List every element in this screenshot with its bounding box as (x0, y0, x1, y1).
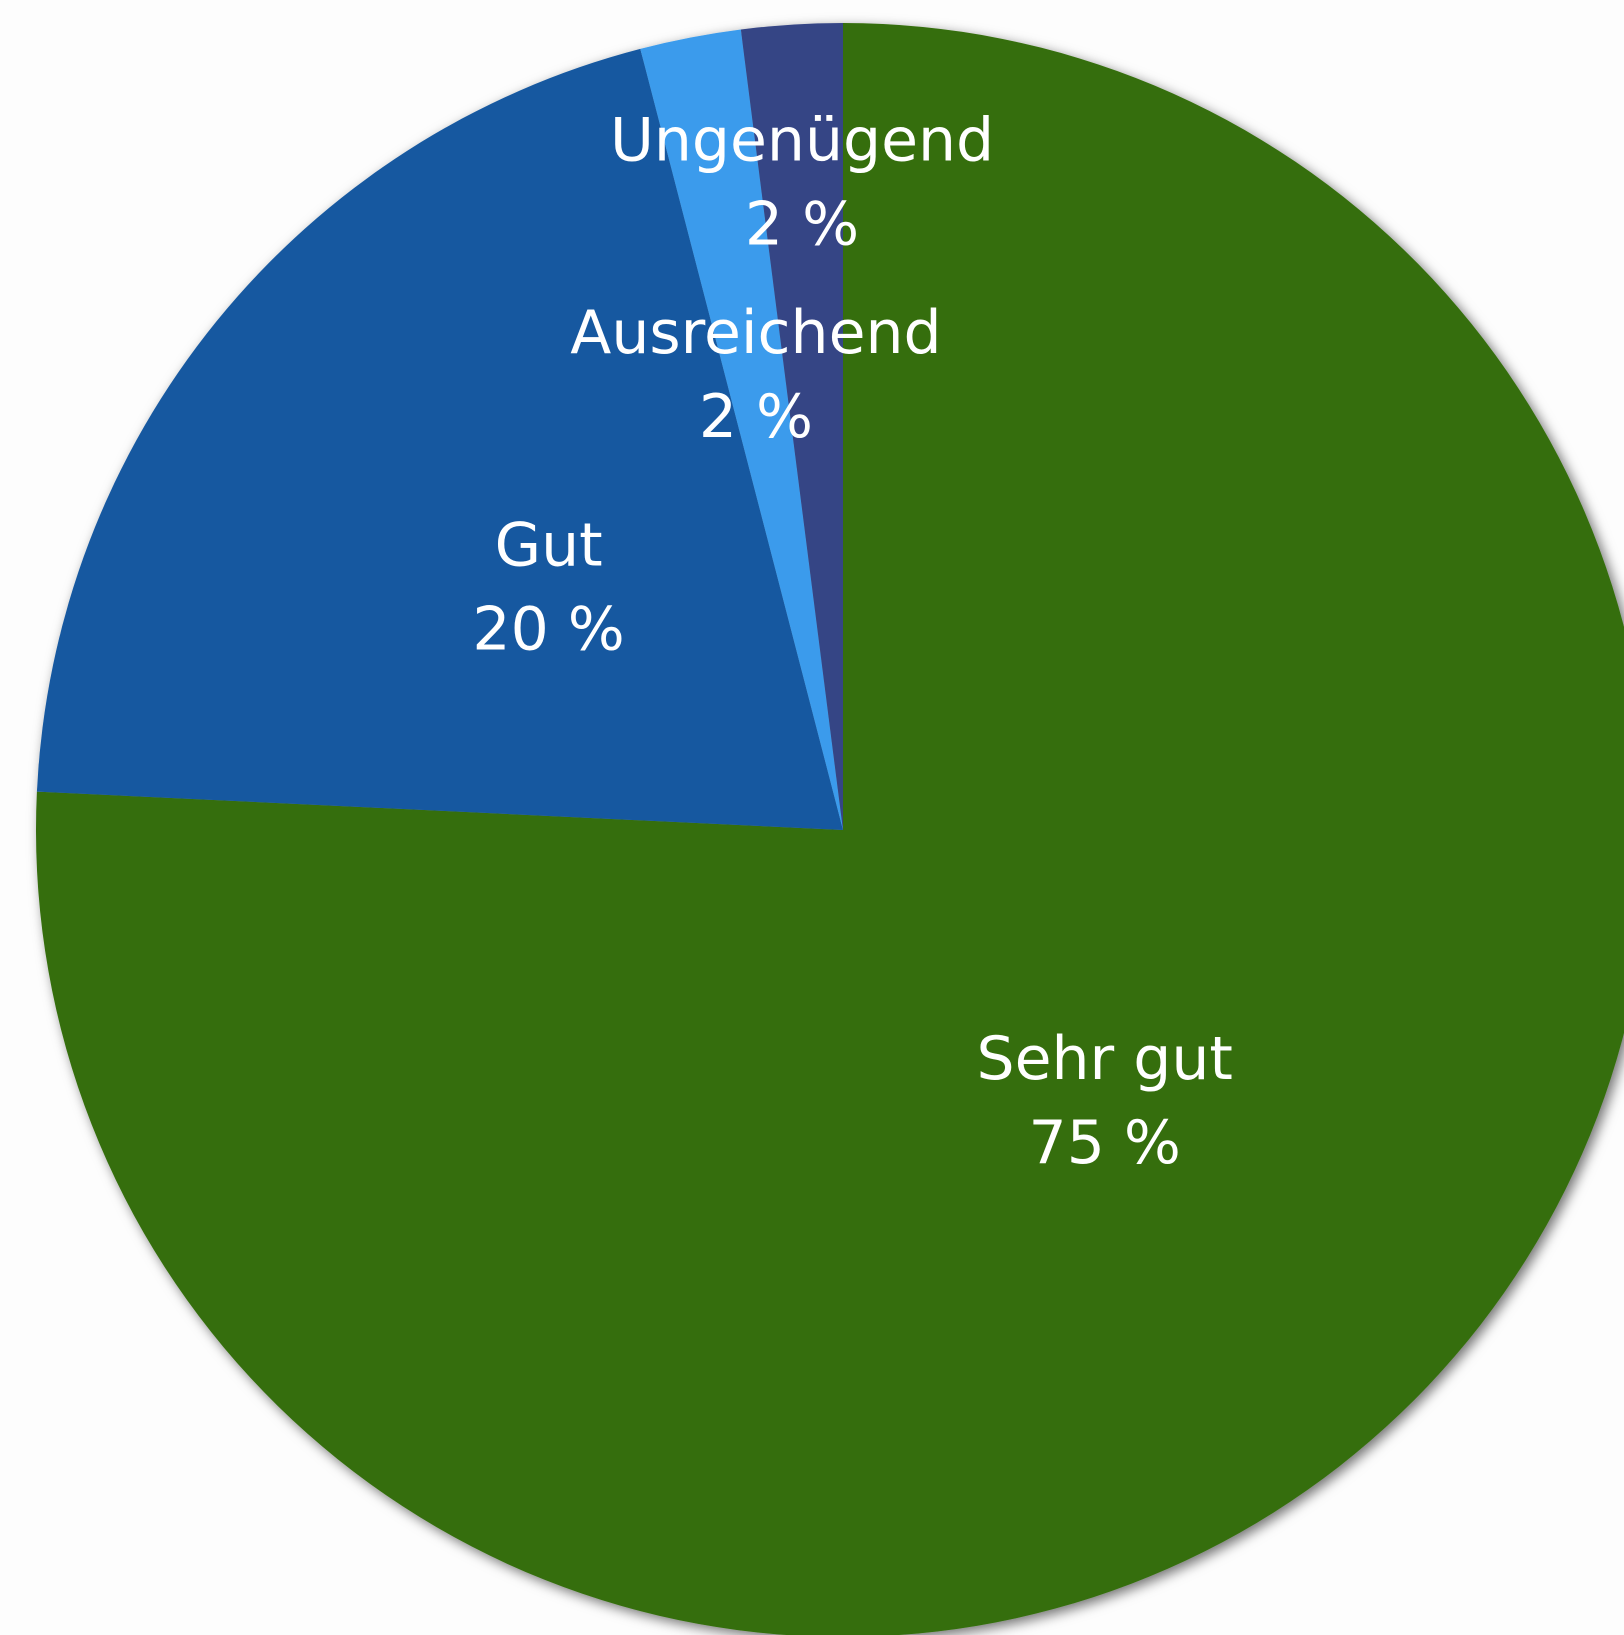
pie-slice (36, 48, 843, 830)
value-label: 2 % (699, 382, 813, 452)
value-label: 75 % (1029, 1108, 1181, 1178)
pie-slice (640, 29, 843, 830)
value-label: 2 % (745, 189, 859, 259)
slice-label: Gut (495, 510, 603, 580)
slice-label: Ausreichend (570, 298, 941, 368)
pie-slice (740, 23, 843, 830)
pie (36, 23, 1624, 1635)
labels: Sehr gut 75 % Gut 20 % Ausreichend 2 % Ungenüg… (472, 105, 1233, 1178)
value-label: 20 % (472, 594, 624, 664)
pie-slice (36, 23, 1624, 1635)
slice-label: Sehr gut (977, 1024, 1233, 1094)
slice-label: Ungenügend (610, 105, 994, 175)
